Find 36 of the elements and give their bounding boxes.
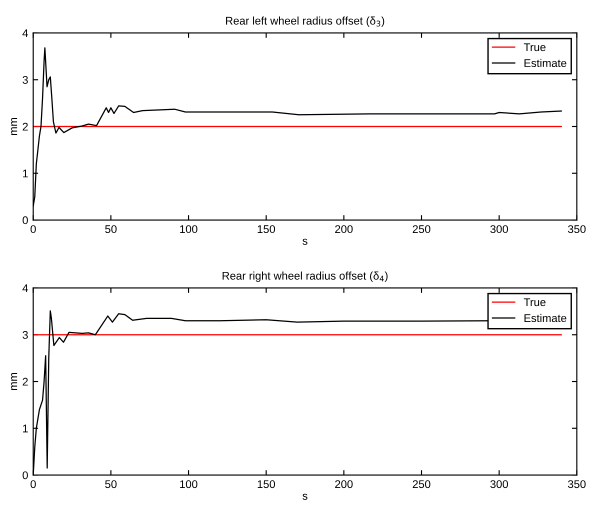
x-tick-label: 250 — [412, 480, 430, 488]
x-tick-label: 200 — [335, 225, 353, 234]
y-tick-label: 4 — [22, 284, 28, 292]
x-tick-label: 300 — [490, 225, 508, 234]
x-axis-title: s — [302, 238, 308, 245]
y-tick-label: 2 — [22, 378, 28, 386]
y-tick-label: 0 — [22, 471, 28, 480]
x-tick-label: 150 — [258, 225, 276, 234]
legend-label: True — [524, 298, 546, 306]
x-tick-label: 50 — [105, 480, 117, 488]
x-tick-label: 100 — [180, 480, 198, 488]
y-tick-label: 3 — [22, 76, 28, 84]
y-axis-title: mm — [11, 118, 18, 136]
x-tick-label: 100 — [180, 225, 198, 234]
x-tick-label: 350 — [568, 225, 586, 234]
y-tick-label: 2 — [22, 122, 28, 131]
x-tick-label: 150 — [258, 480, 276, 488]
y-tick-label: 1 — [23, 170, 28, 178]
x-tick-label: 250 — [412, 225, 430, 234]
x-tick-label: 200 — [335, 480, 353, 488]
x-tick-label: 50 — [105, 225, 117, 234]
x-axis-title: s — [302, 494, 308, 500]
x-tick-label: 0 — [30, 225, 36, 234]
y-tick-label: 0 — [22, 216, 28, 224]
legend-label: True — [524, 43, 546, 52]
chart-title: Rear right wheel radius offset (δ$_{4}$) — [222, 272, 388, 282]
x-tick-label: 350 — [568, 480, 586, 488]
x-tick-label: 300 — [490, 480, 508, 488]
x-tick-label: 0 — [30, 480, 36, 488]
legend-label: Estimate — [524, 314, 566, 322]
y-tick-label: 1 — [23, 424, 28, 432]
y-tick-label: 3 — [22, 331, 28, 339]
y-axis-title: mm — [11, 372, 18, 390]
chart-title: Rear left wheel radius offset (δ$_{3}$) — [226, 16, 384, 27]
y-tick-label: 4 — [22, 29, 28, 37]
legend-label: Estimate — [524, 58, 566, 68]
